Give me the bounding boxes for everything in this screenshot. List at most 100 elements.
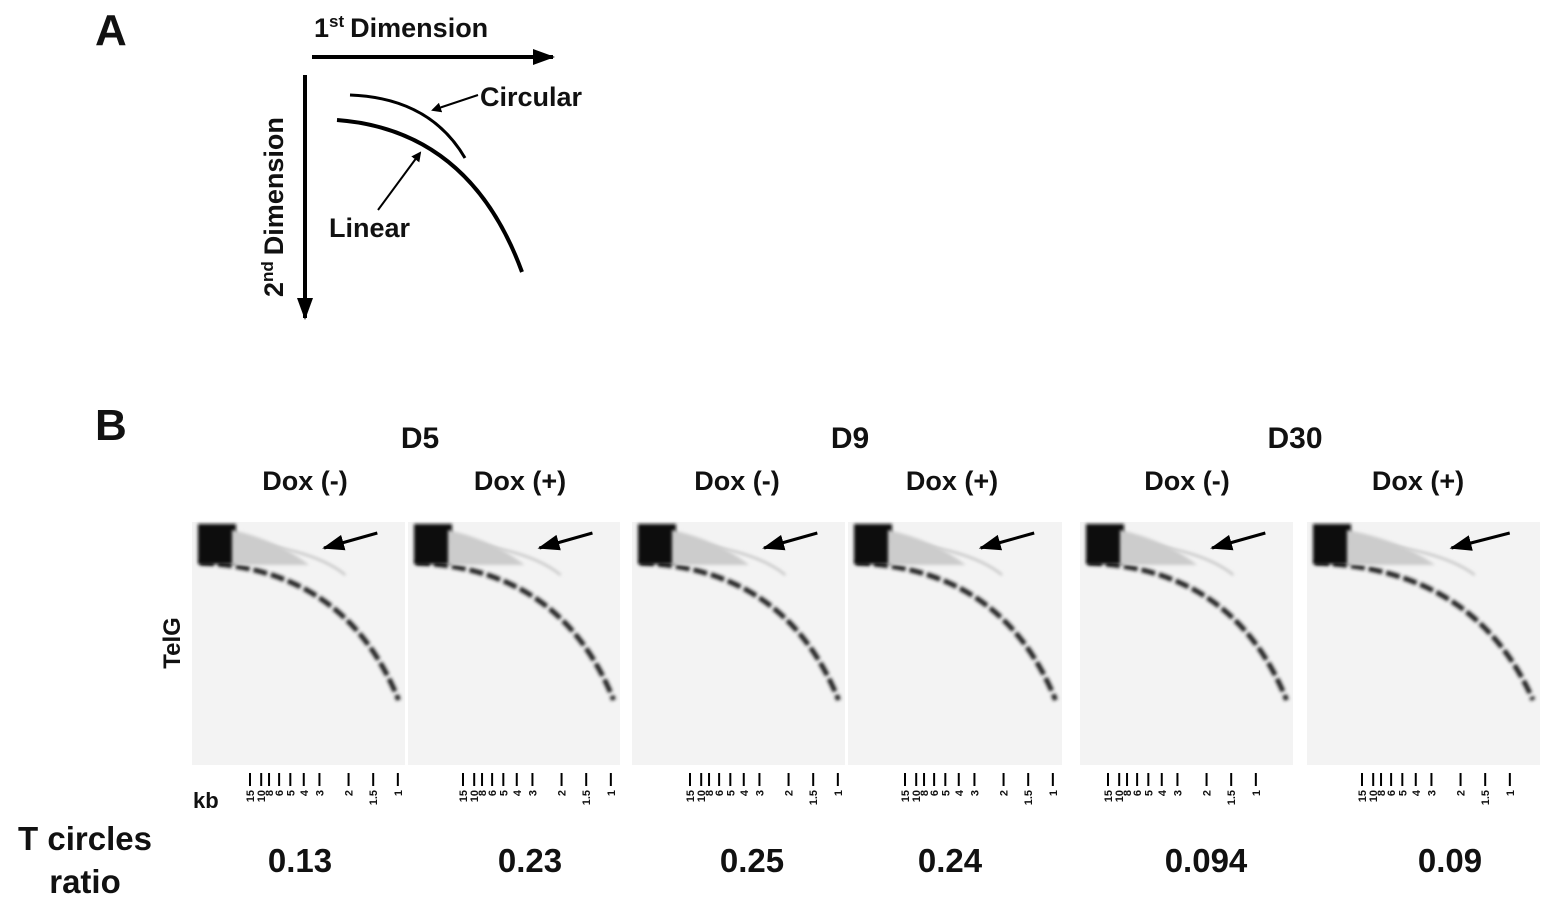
kb-marker: 4	[512, 789, 524, 796]
kb-marker: 4	[954, 789, 966, 796]
kb-marker: 8	[477, 790, 489, 796]
kb-marker: 2	[784, 790, 796, 796]
kb-marker: 5	[1143, 790, 1155, 796]
kb-marker: 1.5	[808, 790, 820, 805]
kb-marker: 1	[1505, 790, 1517, 796]
kb-marker: 10	[1368, 790, 1380, 802]
kb-marker: 1.5	[368, 790, 380, 805]
kb-marker: 5	[498, 790, 510, 796]
linear-label: Linear	[329, 213, 411, 243]
ratio-value: 0.094	[1165, 842, 1248, 879]
gel-smear	[232, 530, 310, 565]
linear-arc	[336, 118, 524, 273]
kb-marker: 3	[754, 790, 766, 796]
gel-spot	[414, 524, 452, 564]
kb-marker: 3	[969, 790, 981, 796]
kb-marker: 5	[285, 790, 297, 796]
gel-smear	[448, 530, 525, 565]
kb-marker: 8	[1376, 790, 1388, 796]
gel-arrow	[762, 531, 818, 551]
condition-label: Dox (-)	[262, 466, 347, 496]
probe-label: TelG	[159, 617, 186, 669]
gel-linear-arc	[1087, 560, 1289, 701]
gel-smear	[1120, 530, 1198, 565]
kb-unit: kb	[193, 788, 219, 813]
kb-marker: 3	[314, 790, 326, 796]
dimension-label: 1st Dimension	[314, 12, 488, 43]
circular-label: Circular	[480, 82, 583, 112]
group-label: D9	[831, 422, 869, 455]
kb-marker: 1.5	[581, 790, 593, 805]
kb-marker: 1.5	[1480, 790, 1492, 805]
gel-spot	[1313, 524, 1351, 564]
kb-marker: 3	[527, 790, 539, 796]
condition-label: Dox (+)	[474, 466, 566, 496]
kb-marker: 4	[1157, 789, 1169, 796]
condition-label: Dox (+)	[1372, 466, 1464, 496]
kb-marker: 1	[393, 790, 405, 796]
kb-marker: 4	[739, 789, 751, 796]
kb-marker: 15	[1357, 790, 1369, 802]
panel-label: B	[95, 401, 127, 450]
kb-marker: 6	[929, 790, 941, 796]
gel-arrow	[322, 531, 378, 551]
kb-marker: 1	[1048, 790, 1060, 796]
kb-marker: 15	[458, 790, 470, 802]
panel-label: A	[95, 6, 127, 55]
kb-marker: 4	[299, 789, 311, 796]
group-label: D30	[1267, 422, 1322, 455]
kb-marker: 2	[999, 790, 1011, 796]
gel-smear	[888, 530, 966, 565]
ratio-value: 0.13	[268, 842, 332, 879]
kb-marker: 6	[1132, 790, 1144, 796]
kb-marker: 10	[1114, 790, 1126, 802]
kb-marker: 8	[1122, 790, 1134, 796]
dimension-label: 2ndDimension	[258, 117, 289, 297]
gel-spot	[854, 524, 892, 564]
kb-marker: 2	[1456, 790, 1468, 796]
condition-label: Dox (+)	[906, 466, 998, 496]
kb-marker: 8	[264, 790, 276, 796]
kb-marker: 8	[704, 790, 716, 796]
kb-marker: 2	[344, 790, 356, 796]
kb-marker: 2	[557, 790, 569, 796]
gel-linear-arc	[1314, 560, 1536, 702]
gel-arrow	[1210, 531, 1266, 551]
gel-linear-arc	[855, 560, 1058, 701]
kb-marker: 2	[1202, 790, 1214, 796]
kb-marker: 10	[256, 790, 268, 802]
gel-arrow	[537, 531, 593, 551]
kb-marker: 5	[940, 790, 952, 796]
kb-marker: 1	[833, 790, 845, 796]
kb-marker: 5	[725, 790, 737, 796]
gel-linear-arc	[639, 560, 841, 701]
kb-marker: 6	[487, 790, 499, 796]
kb-marker: 1.5	[1023, 790, 1035, 805]
kb-marker: 6	[274, 790, 286, 796]
gel-spot	[1086, 524, 1124, 564]
kb-marker: 4	[1411, 789, 1423, 796]
kb-marker: 1.5	[1226, 790, 1238, 805]
kb-marker: 15	[685, 790, 697, 802]
group-label: D5	[401, 422, 439, 455]
pointer	[431, 94, 479, 113]
ratio-label: T circles	[18, 820, 152, 857]
kb-marker: 3	[1172, 790, 1184, 796]
gel-linear-arc	[199, 560, 401, 701]
gel-arrow	[978, 531, 1035, 551]
kb-marker: 6	[1386, 790, 1398, 796]
kb-marker: 15	[245, 790, 257, 802]
kb-marker: 15	[1103, 790, 1115, 802]
kb-marker: 10	[469, 790, 481, 802]
condition-label: Dox (-)	[1144, 466, 1229, 496]
kb-marker: 8	[919, 790, 931, 796]
ratio-value: 0.09	[1418, 842, 1482, 879]
kb-marker: 3	[1426, 790, 1438, 796]
kb-marker: 6	[714, 790, 726, 796]
kb-marker: 1	[606, 790, 618, 796]
gel-smear	[1347, 530, 1436, 565]
gel-linear-arc	[415, 560, 616, 701]
gel-spot	[198, 524, 236, 564]
pointer	[377, 151, 422, 211]
